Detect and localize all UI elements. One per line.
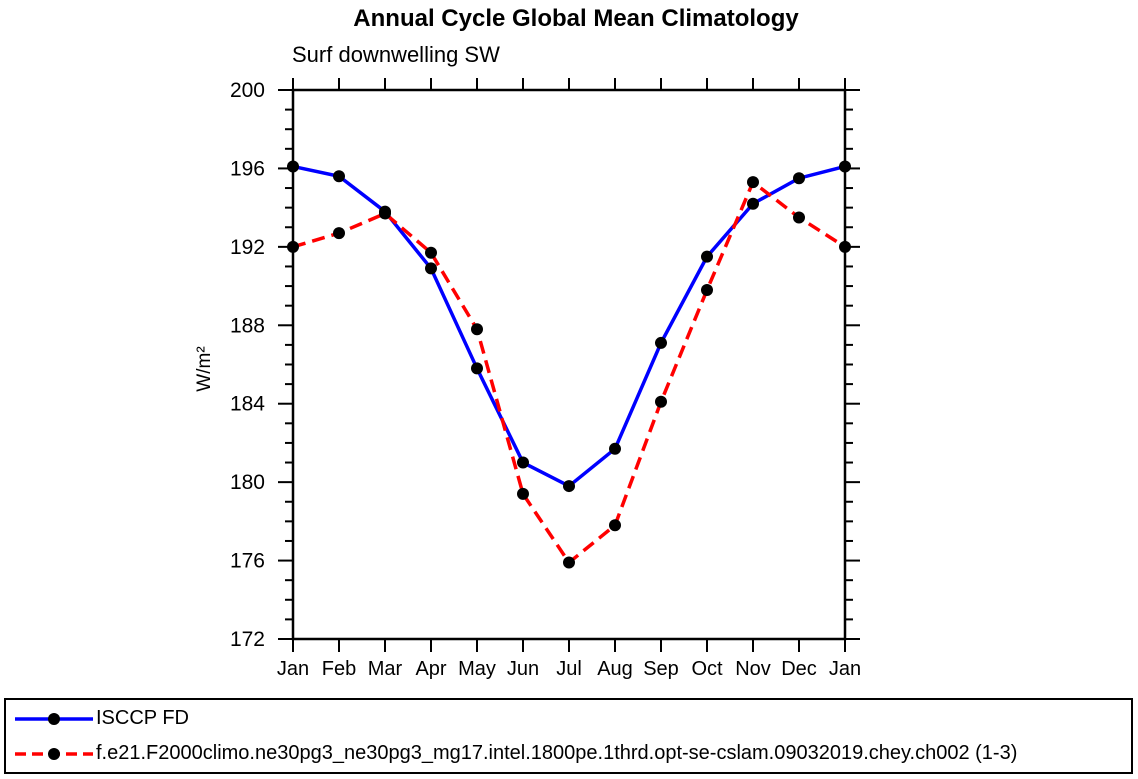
- data-point-s1-Jun: [517, 487, 529, 500]
- data-point-s0-Sep: [655, 336, 667, 349]
- y-tick-label: 180: [230, 471, 265, 494]
- x-tick-label: Jan: [277, 658, 309, 680]
- data-point-s0-Apr: [425, 262, 437, 275]
- y-tick-label: 192: [230, 236, 265, 259]
- legend-entry-isccp: ISCCP FD: [6, 702, 1131, 735]
- legend-line-icon: [15, 712, 93, 725]
- chart-subtitle: Surf downwelling SW: [292, 42, 500, 67]
- legend-label: f.e21.F2000climo.ne30pg3_ne30pg3_mg17.in…: [96, 742, 1018, 764]
- y-tick-label: 184: [230, 393, 265, 416]
- x-tick-label: Feb: [322, 658, 356, 680]
- x-tick-label: Sep: [643, 658, 679, 680]
- x-tick-label: Dec: [781, 658, 817, 680]
- x-tick-label: Jan: [829, 658, 861, 680]
- series-line-0: [292, 164, 846, 489]
- legend-dashed-line-icon: [15, 747, 93, 760]
- y-tick-label: 176: [230, 550, 265, 573]
- x-tick-label: Apr: [415, 658, 446, 680]
- x-tick-label: Jul: [556, 658, 582, 680]
- data-point-s1-Dec: [793, 211, 805, 224]
- legend-entry-model: f.e21.F2000climo.ne30pg3_ne30pg3_mg17.in…: [6, 737, 1131, 770]
- data-point-s1-May: [471, 323, 483, 336]
- x-tick-label: Jun: [507, 658, 539, 680]
- data-point-s1-Feb: [333, 227, 345, 240]
- data-point-s1-Oct: [701, 283, 713, 296]
- data-point-s1-Jan: [839, 240, 851, 253]
- x-tick-label: May: [458, 658, 496, 680]
- x-tick-label: Mar: [368, 658, 403, 680]
- data-point-s1-Nov: [747, 176, 759, 189]
- data-point-s1-Mar: [379, 207, 391, 220]
- data-point-s0-Nov: [747, 197, 759, 210]
- data-point-s0-Feb: [333, 170, 345, 183]
- data-point-s0-Jan: [287, 160, 299, 173]
- plot-area: 172 176 180 184 188 192 196 200 Jan Feb Mar Apr May J…: [230, 78, 861, 680]
- data-point-s1-Aug: [609, 519, 621, 532]
- data-point-s1-Sep: [655, 395, 667, 408]
- data-point-s0-Jun: [517, 456, 529, 469]
- x-tick-label: Aug: [597, 658, 633, 680]
- legend-label: ISCCP FD: [96, 707, 189, 729]
- y-tick-label: 200: [230, 79, 265, 102]
- x-tick-label: Oct: [691, 658, 723, 680]
- data-point-s1-Jul: [563, 556, 575, 569]
- y-tick-label: 188: [230, 314, 265, 337]
- data-point-s0-May: [471, 362, 483, 375]
- data-point-s0-Oct: [701, 250, 713, 263]
- data-point-s0-Jan: [839, 160, 851, 173]
- x-tick-label: Nov: [735, 658, 771, 680]
- series-line-1: [292, 179, 846, 566]
- data-point-s0-Jul: [563, 480, 575, 493]
- y-tick-label: 172: [230, 628, 265, 651]
- data-point-s1-Jan: [287, 240, 299, 253]
- y-tick-label: 196: [230, 157, 265, 180]
- chart-title: Annual Cycle Global Mean Climatology: [353, 5, 799, 32]
- data-point-s1-Apr: [425, 246, 437, 259]
- legend: ISCCP FD f.e21.F2000climo.ne30pg3_ne30pg…: [4, 698, 1133, 774]
- data-point-s0-Dec: [793, 172, 805, 185]
- plot-frame: [291, 88, 847, 641]
- data-point-s0-Aug: [609, 442, 621, 455]
